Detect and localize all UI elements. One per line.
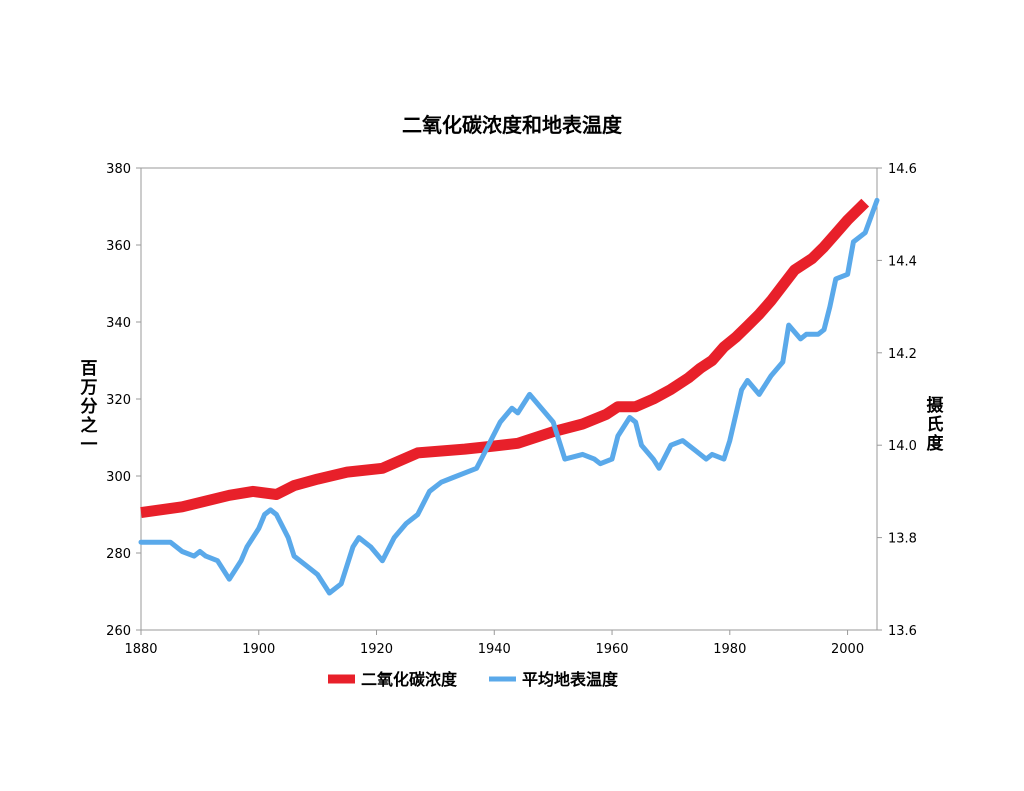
y-axis-right-label: 摄氏度 <box>927 395 945 454</box>
x-tick-label: 1880 <box>124 642 157 657</box>
y-right-tick-label: 14.4 <box>888 254 917 269</box>
series-line-1 <box>138 197 880 596</box>
y-axis-right: 13.6 13.8 14.0 14.2 14.4 14.6 <box>877 162 917 639</box>
legend: 二氧化碳浓度 平均地表温度 <box>328 670 619 689</box>
y-left-tick-label: 380 <box>106 162 131 177</box>
x-tick-label: 2000 <box>831 642 864 657</box>
y-right-label-char: 度 <box>927 433 945 454</box>
y-left-tick-label: 340 <box>106 316 131 331</box>
y-left-tick-label: 300 <box>106 470 131 485</box>
y-right-tick-label: 13.6 <box>888 624 917 639</box>
x-tick-label: 1900 <box>242 642 275 657</box>
y-left-label-char: 万 <box>80 378 98 398</box>
y-right-label-char: 氏 <box>927 415 944 435</box>
y-left-label-char: 分 <box>81 397 98 417</box>
x-axis: 1880 1900 1920 1940 1960 1980 2000 <box>124 630 864 657</box>
chart-title: 二氧化碳浓度和地表温度 <box>402 113 623 137</box>
y-left-tick-label: 260 <box>106 624 131 639</box>
y-left-label-char: 之 <box>81 415 98 436</box>
y-left-tick-label: 320 <box>106 393 131 408</box>
y-right-tick-label: 14.6 <box>888 162 917 177</box>
legend-label-0: 二氧化碳浓度 <box>361 670 458 689</box>
y-left-label-char: 百 <box>81 359 98 379</box>
x-tick-label: 1980 <box>713 642 746 657</box>
plot-area <box>140 167 878 631</box>
y-right-label-char: 摄 <box>927 395 945 416</box>
y-axis-left: 260 280 300 320 340 360 380 <box>106 162 141 639</box>
x-tick-label: 1940 <box>478 642 511 657</box>
y-right-tick-label: 14.0 <box>888 439 917 454</box>
series-line-0 <box>140 198 870 519</box>
series-layer <box>138 197 880 596</box>
y-right-tick-label: 13.8 <box>888 532 917 547</box>
legend-label-1: 平均地表温度 <box>522 670 619 689</box>
y-right-tick-label: 14.2 <box>888 347 917 362</box>
y-left-tick-label: 280 <box>106 547 131 562</box>
x-tick-label: 1960 <box>595 642 628 657</box>
x-tick-label: 1920 <box>360 642 393 657</box>
y-left-label-char: 一 <box>81 435 98 455</box>
y-left-tick-label: 360 <box>106 239 131 254</box>
